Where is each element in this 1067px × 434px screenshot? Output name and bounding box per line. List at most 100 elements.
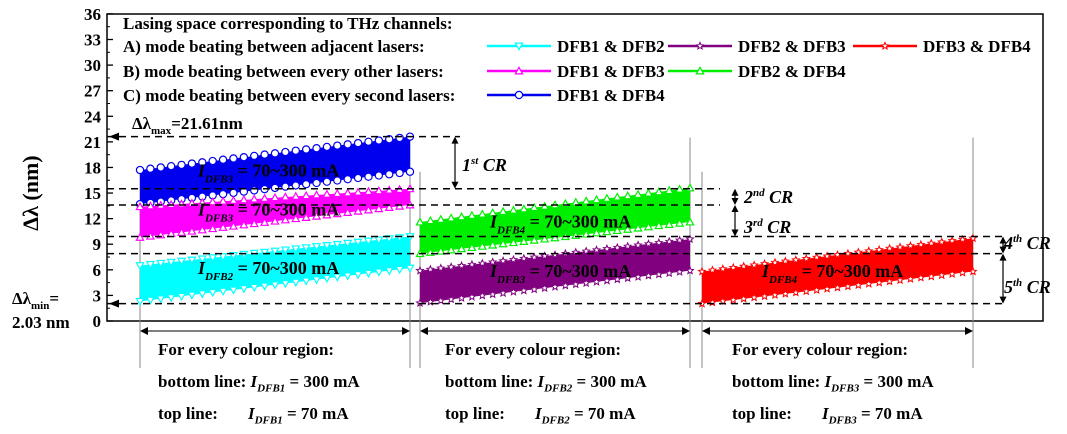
region-marker-top — [145, 260, 156, 270]
arrowhead — [682, 327, 690, 335]
region-marker-bottom — [591, 276, 602, 286]
region-marker-top — [135, 201, 145, 211]
region-marker-bottom — [643, 222, 654, 231]
region-marker-bottom — [405, 264, 415, 273]
y-tick-label: 27 — [84, 82, 102, 101]
region-marker-top — [508, 205, 519, 214]
region-marker-top — [822, 251, 832, 261]
legend-swatch-marker — [695, 41, 705, 50]
region-marker-bottom — [957, 267, 968, 277]
region-marker-bottom — [270, 216, 280, 225]
region-marker-top — [926, 238, 936, 248]
region-marker-top — [581, 196, 591, 205]
region-marker-bottom — [446, 245, 456, 254]
arrowhead — [140, 327, 148, 335]
region-marker-bottom — [322, 177, 332, 186]
region-marker-top — [197, 255, 207, 264]
y-tick-label: 21 — [84, 133, 101, 152]
legend-entry: DFB1 & DFB2 — [487, 37, 665, 56]
cr-annotation-1 — [451, 136, 459, 189]
region-marker-top — [208, 197, 218, 206]
region-marker-top — [291, 191, 301, 200]
region-marker-bottom — [135, 297, 145, 307]
legend-swatch-marker — [514, 42, 524, 51]
region-marker-top — [363, 237, 374, 246]
region-marker-top — [249, 194, 259, 203]
region-marker-top — [643, 239, 654, 248]
arrowhead — [965, 327, 973, 335]
region-marker-top — [270, 247, 280, 256]
region-marker-bottom — [905, 274, 916, 283]
note-heading: For every colour region: — [158, 340, 335, 359]
region-marker-bottom — [685, 265, 695, 275]
region-marker-bottom — [332, 208, 342, 218]
region-marker-top — [187, 256, 197, 265]
region-label: IDFB3 = 70~300 mA — [489, 261, 631, 286]
region-marker-bottom — [239, 285, 249, 294]
y-tick-label: 15 — [84, 184, 101, 203]
region-marker-bottom — [250, 186, 259, 195]
region-marker-top — [728, 262, 738, 272]
cr-label: 4th CR — [1003, 233, 1051, 253]
region-marker-bottom — [560, 280, 571, 290]
region-marker-top — [384, 185, 394, 194]
region-marker-bottom — [508, 286, 519, 296]
region-marker-bottom — [456, 243, 467, 253]
region-marker-bottom — [937, 270, 947, 280]
y-tick-label: 18 — [84, 158, 101, 177]
region-marker-bottom — [353, 271, 363, 280]
region-marker-bottom — [332, 273, 342, 282]
region-marker-bottom — [550, 232, 560, 242]
region-marker-bottom — [822, 283, 832, 293]
region-marker-top — [467, 210, 477, 219]
region-marker-top — [456, 260, 467, 270]
region-marker-bottom — [728, 295, 738, 304]
region-marker-bottom — [550, 281, 560, 291]
region-marker-bottom — [385, 170, 394, 179]
region-marker-top — [322, 241, 332, 251]
region-marker-bottom — [176, 227, 187, 236]
region-fill — [140, 136, 410, 205]
region-marker-bottom — [311, 276, 322, 285]
y-tick-label: 30 — [84, 56, 101, 75]
note-top-line: top line: IDFB2 = 70 mA — [445, 404, 636, 427]
region-marker-bottom — [664, 268, 674, 278]
region-marker-bottom — [280, 215, 291, 224]
region-marker-top — [311, 243, 322, 252]
region-marker-top — [259, 248, 270, 258]
note-bottom-line: bottom line: IDFB2 = 300 mA — [445, 372, 647, 395]
region-marker-bottom — [312, 178, 321, 188]
region-marker-bottom — [519, 236, 529, 245]
region-marker-bottom — [895, 275, 905, 285]
region-marker-bottom — [529, 235, 539, 244]
region-marker-top — [895, 242, 905, 252]
region-marker-top — [843, 248, 853, 258]
region-dfb1dfb3 — [135, 183, 415, 241]
region-marker-bottom — [739, 293, 749, 303]
region-label: IDFB4 = 70~300 mA — [761, 261, 903, 286]
region-marker-top — [508, 254, 519, 264]
region-marker-top — [905, 241, 916, 250]
region-marker-bottom — [623, 273, 633, 283]
cr-arrowhead — [731, 197, 739, 205]
cr-label: 3rd CR — [743, 217, 791, 237]
region-marker-top — [343, 140, 352, 149]
region-marker-bottom — [884, 276, 895, 286]
region-marker-top — [198, 158, 207, 167]
region-marker-top — [488, 208, 498, 217]
region-marker-top — [436, 263, 446, 273]
region-marker-top — [791, 255, 801, 264]
region-marker-bottom — [145, 231, 156, 240]
region-marker-top — [467, 259, 477, 269]
region-marker-bottom — [291, 213, 301, 223]
region-marker-bottom — [664, 219, 674, 228]
cr-label: 1st CR — [462, 155, 507, 175]
legend-swatch-marker — [880, 41, 890, 50]
region-marker-top — [281, 147, 290, 157]
region-marker-bottom — [519, 285, 529, 295]
legend-entry-label: DFB2 & DFB4 — [738, 62, 846, 81]
cr-arrowhead — [731, 229, 739, 237]
region-marker-bottom — [280, 279, 291, 289]
region-marker-bottom — [311, 211, 322, 220]
